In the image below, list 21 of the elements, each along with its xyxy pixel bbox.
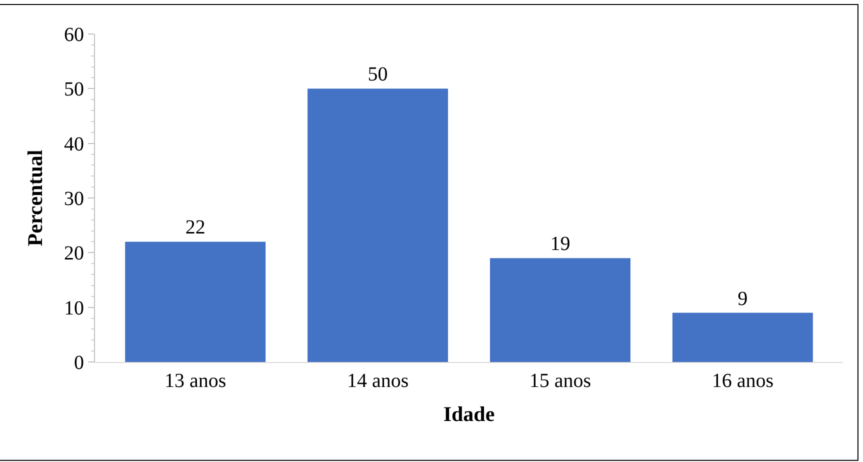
y-tick-label: 40 <box>64 133 84 156</box>
data-label: 22 <box>185 216 206 239</box>
data-label: 9 <box>738 288 748 310</box>
y-tick-label: 10 <box>64 297 84 320</box>
y-tick-label: 0 <box>74 352 84 374</box>
x-tick-label: 15 anos <box>529 370 592 392</box>
y-axis-title: Percentual <box>23 150 48 246</box>
bar <box>672 312 813 362</box>
y-tick-label: 30 <box>64 188 84 210</box>
bar <box>308 88 448 362</box>
x-axis-title: Idade <box>443 402 495 426</box>
data-label: 19 <box>550 233 570 256</box>
x-tick-label: 16 anos <box>712 370 774 392</box>
bar <box>490 258 630 362</box>
x-tick-label: 13 anos <box>164 370 226 392</box>
data-label: 50 <box>368 64 388 86</box>
x-tick-label: 14 anos <box>346 370 409 392</box>
y-tick-label: 60 <box>64 24 84 46</box>
y-tick-label: 50 <box>64 78 84 101</box>
y-tick-label: 20 <box>64 242 84 265</box>
bar <box>125 242 266 362</box>
